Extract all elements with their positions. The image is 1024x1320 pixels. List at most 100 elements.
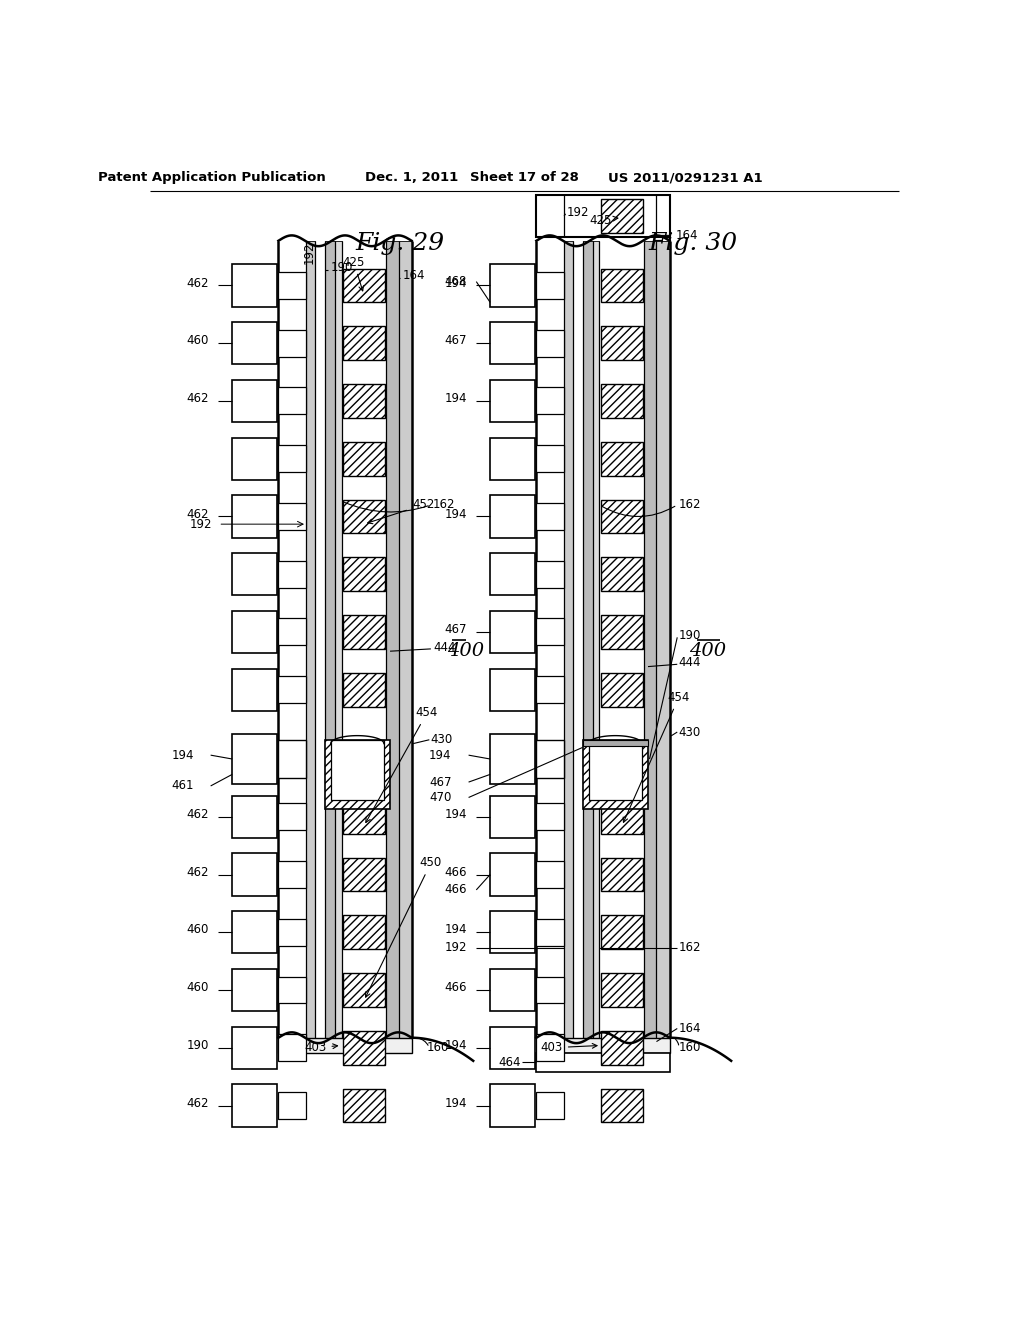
- Bar: [279, 676, 306, 704]
- Bar: [343, 858, 385, 891]
- Text: 162: 162: [679, 941, 701, 954]
- Bar: [601, 1089, 643, 1122]
- Text: 454: 454: [366, 706, 438, 822]
- Text: 466: 466: [444, 866, 467, 879]
- Text: 160: 160: [679, 1041, 701, 1055]
- Bar: [490, 553, 535, 595]
- Text: Sheet 17 of 28: Sheet 17 of 28: [470, 172, 580, 185]
- Bar: [601, 858, 643, 891]
- Bar: [279, 977, 306, 1003]
- Text: 467: 467: [444, 334, 467, 347]
- Text: 468: 468: [444, 275, 467, 288]
- Bar: [343, 326, 385, 360]
- Bar: [583, 739, 648, 746]
- Bar: [306, 240, 315, 1038]
- Bar: [537, 1035, 564, 1061]
- Bar: [398, 240, 412, 1038]
- Bar: [325, 240, 335, 1038]
- Bar: [537, 741, 564, 777]
- Bar: [537, 561, 564, 587]
- Bar: [490, 796, 535, 838]
- Bar: [490, 969, 535, 1011]
- Bar: [601, 384, 643, 418]
- Text: 444: 444: [679, 656, 701, 669]
- Text: 462: 462: [186, 508, 209, 520]
- Bar: [343, 915, 385, 949]
- Text: 194: 194: [444, 508, 467, 520]
- Text: Fig. 30: Fig. 30: [648, 231, 737, 255]
- Bar: [583, 739, 648, 809]
- Bar: [490, 911, 535, 953]
- Bar: [537, 919, 564, 945]
- Text: 162: 162: [432, 499, 455, 511]
- Bar: [343, 615, 385, 649]
- Bar: [232, 380, 276, 422]
- Bar: [279, 919, 306, 945]
- Text: 430: 430: [431, 733, 453, 746]
- Bar: [537, 388, 564, 414]
- Bar: [601, 615, 643, 649]
- Bar: [386, 240, 398, 1038]
- Text: 194: 194: [444, 1039, 467, 1052]
- Text: 192: 192: [303, 242, 315, 264]
- Bar: [331, 739, 384, 800]
- Bar: [537, 194, 670, 238]
- Bar: [279, 1035, 306, 1061]
- Bar: [279, 1038, 412, 1053]
- Bar: [537, 1038, 670, 1053]
- Bar: [601, 557, 643, 591]
- Text: 164: 164: [679, 1022, 701, 1035]
- Bar: [232, 322, 276, 364]
- Bar: [537, 272, 564, 298]
- Bar: [601, 973, 643, 1007]
- Bar: [343, 499, 385, 533]
- Bar: [656, 240, 670, 1038]
- Bar: [279, 445, 306, 473]
- Text: 460: 460: [186, 334, 209, 347]
- Bar: [343, 1031, 385, 1065]
- Bar: [232, 553, 276, 595]
- Bar: [232, 495, 276, 537]
- Text: 194: 194: [171, 748, 194, 762]
- Text: 467: 467: [429, 776, 452, 788]
- Text: 194: 194: [429, 748, 452, 762]
- Text: Dec. 1, 2011: Dec. 1, 2011: [365, 172, 458, 185]
- Text: 194: 194: [444, 277, 467, 289]
- Text: 190: 190: [331, 261, 353, 275]
- Text: 430: 430: [679, 726, 701, 739]
- Text: 160: 160: [427, 1041, 450, 1055]
- Bar: [343, 673, 385, 706]
- Text: 400: 400: [446, 643, 484, 660]
- Bar: [232, 668, 276, 711]
- Bar: [537, 445, 564, 473]
- Bar: [232, 611, 276, 653]
- Bar: [583, 240, 593, 1038]
- Text: 462: 462: [186, 277, 209, 289]
- Bar: [343, 268, 385, 302]
- Bar: [232, 911, 276, 953]
- Text: 454: 454: [624, 690, 690, 822]
- Bar: [589, 739, 642, 800]
- Bar: [279, 272, 306, 298]
- Bar: [279, 619, 306, 645]
- Text: 425: 425: [589, 214, 617, 227]
- Bar: [335, 240, 342, 1038]
- Bar: [564, 240, 573, 1038]
- Text: 460: 460: [186, 924, 209, 936]
- Bar: [232, 437, 276, 480]
- Text: 466: 466: [444, 883, 467, 896]
- Bar: [601, 268, 643, 302]
- Bar: [232, 969, 276, 1011]
- Text: 162: 162: [679, 499, 701, 511]
- Bar: [490, 611, 535, 653]
- Bar: [644, 240, 656, 1038]
- Bar: [343, 973, 385, 1007]
- Text: 194: 194: [444, 392, 467, 405]
- Bar: [601, 442, 643, 475]
- Bar: [537, 330, 564, 356]
- Bar: [490, 853, 535, 896]
- Bar: [601, 800, 643, 834]
- Text: 194: 194: [444, 924, 467, 936]
- Bar: [343, 800, 385, 834]
- Bar: [232, 734, 276, 784]
